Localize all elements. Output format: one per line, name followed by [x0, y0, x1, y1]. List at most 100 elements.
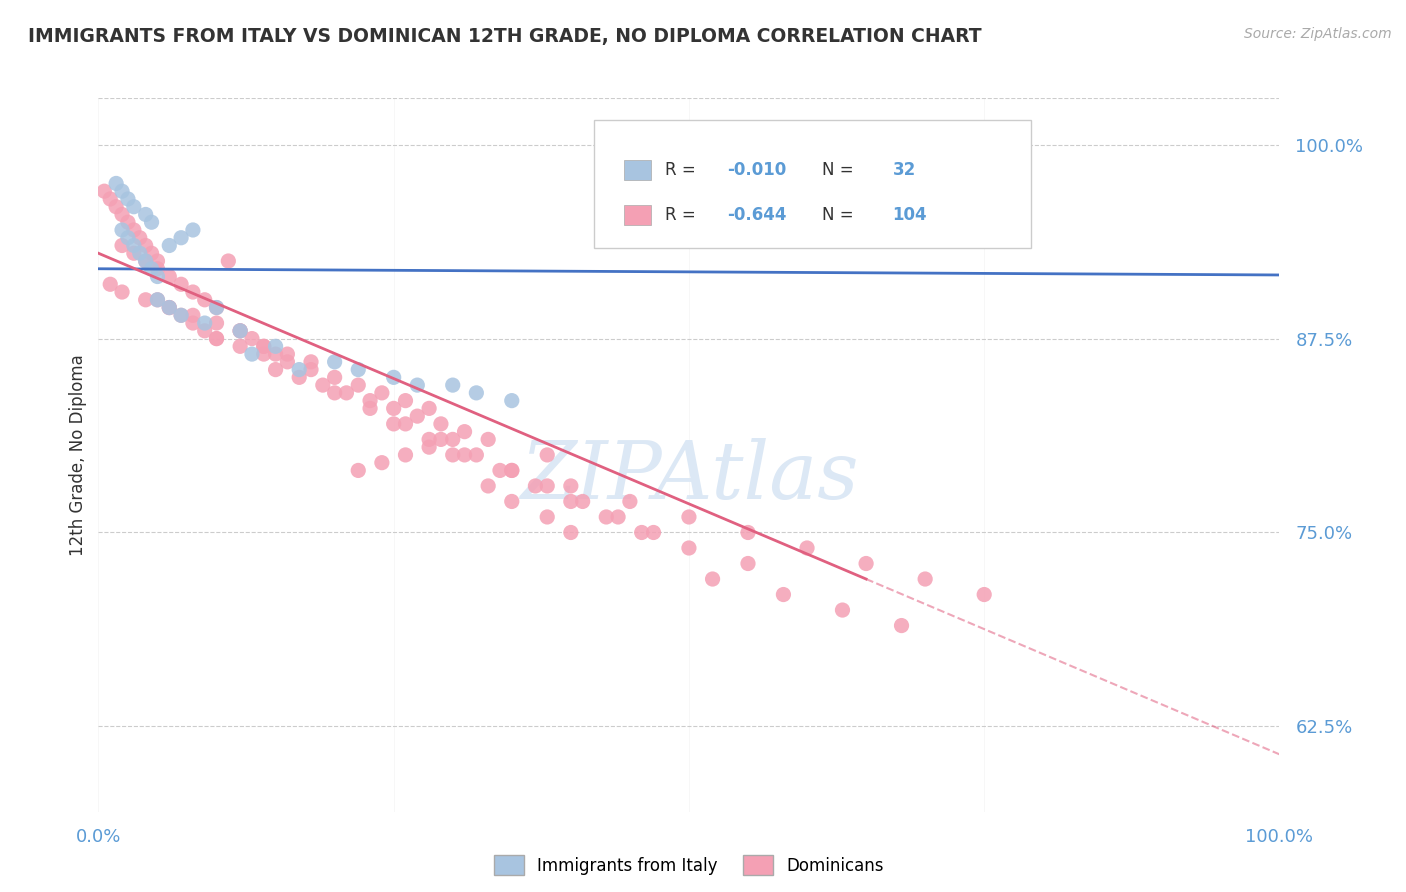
- Point: [229, 339, 252, 353]
- Point: [394, 448, 416, 462]
- Text: 32: 32: [893, 161, 915, 179]
- Point: [536, 479, 558, 493]
- Text: -0.010: -0.010: [727, 161, 786, 179]
- Point: [299, 362, 322, 376]
- Point: [702, 572, 724, 586]
- Point: [111, 207, 134, 221]
- Point: [501, 393, 523, 408]
- Point: [371, 385, 394, 400]
- Point: [382, 401, 405, 416]
- Point: [276, 355, 298, 369]
- Point: [111, 184, 134, 198]
- Point: [264, 362, 287, 376]
- Point: [394, 393, 416, 408]
- Point: [347, 362, 370, 376]
- Point: [737, 557, 759, 571]
- Point: [973, 588, 995, 602]
- Point: [619, 494, 641, 508]
- Point: [406, 378, 429, 392]
- Point: [229, 324, 252, 338]
- FancyBboxPatch shape: [624, 160, 651, 180]
- Point: [170, 308, 193, 322]
- Point: [122, 238, 145, 252]
- Point: [571, 494, 593, 508]
- Point: [170, 231, 193, 245]
- Point: [796, 541, 818, 555]
- Point: [323, 385, 346, 400]
- FancyBboxPatch shape: [624, 204, 651, 225]
- Point: [359, 393, 381, 408]
- Point: [323, 355, 346, 369]
- Point: [240, 332, 263, 346]
- Y-axis label: 12th Grade, No Diploma: 12th Grade, No Diploma: [69, 354, 87, 556]
- Point: [465, 448, 488, 462]
- FancyBboxPatch shape: [595, 120, 1032, 248]
- Point: [312, 378, 335, 392]
- Point: [453, 425, 475, 439]
- Point: [111, 285, 134, 299]
- Point: [146, 293, 169, 307]
- Point: [477, 479, 499, 493]
- Point: [394, 417, 416, 431]
- Point: [418, 440, 440, 454]
- Point: [205, 301, 228, 315]
- Point: [595, 510, 617, 524]
- Text: Source: ZipAtlas.com: Source: ZipAtlas.com: [1244, 27, 1392, 41]
- Point: [276, 347, 298, 361]
- Point: [643, 525, 665, 540]
- Point: [111, 223, 134, 237]
- Point: [205, 332, 228, 346]
- Point: [501, 494, 523, 508]
- Point: [560, 494, 582, 508]
- Point: [253, 339, 276, 353]
- Text: R =: R =: [665, 206, 700, 224]
- Point: [194, 316, 217, 330]
- Text: 104: 104: [893, 206, 928, 224]
- Point: [607, 510, 630, 524]
- Point: [855, 557, 877, 571]
- Point: [560, 525, 582, 540]
- Point: [194, 293, 217, 307]
- Point: [406, 409, 429, 424]
- Point: [181, 316, 204, 330]
- Point: [157, 301, 180, 315]
- Point: [737, 525, 759, 540]
- Point: [135, 254, 157, 268]
- Point: [253, 339, 276, 353]
- Point: [157, 238, 180, 252]
- Point: [117, 231, 139, 245]
- Point: [465, 385, 488, 400]
- Point: [441, 433, 464, 447]
- Point: [831, 603, 853, 617]
- Point: [371, 456, 394, 470]
- Point: [347, 463, 370, 477]
- Point: [560, 479, 582, 493]
- Point: [501, 463, 523, 477]
- Point: [170, 308, 193, 322]
- Point: [264, 339, 287, 353]
- Point: [122, 246, 145, 260]
- Point: [441, 378, 464, 392]
- Point: [146, 293, 169, 307]
- Point: [146, 254, 169, 268]
- Point: [146, 261, 169, 276]
- Point: [105, 177, 128, 191]
- Point: [141, 246, 163, 260]
- Point: [111, 238, 134, 252]
- Point: [135, 238, 157, 252]
- Point: [135, 293, 157, 307]
- Point: [430, 433, 453, 447]
- Point: [146, 269, 169, 284]
- Point: [323, 370, 346, 384]
- Point: [359, 401, 381, 416]
- Point: [181, 285, 204, 299]
- Point: [122, 200, 145, 214]
- Point: [477, 433, 499, 447]
- Text: IMMIGRANTS FROM ITALY VS DOMINICAN 12TH GRADE, NO DIPLOMA CORRELATION CHART: IMMIGRANTS FROM ITALY VS DOMINICAN 12TH …: [28, 27, 981, 45]
- Point: [217, 254, 239, 268]
- Point: [418, 401, 440, 416]
- Point: [240, 347, 263, 361]
- Point: [157, 301, 180, 315]
- Point: [288, 370, 311, 384]
- Point: [288, 362, 311, 376]
